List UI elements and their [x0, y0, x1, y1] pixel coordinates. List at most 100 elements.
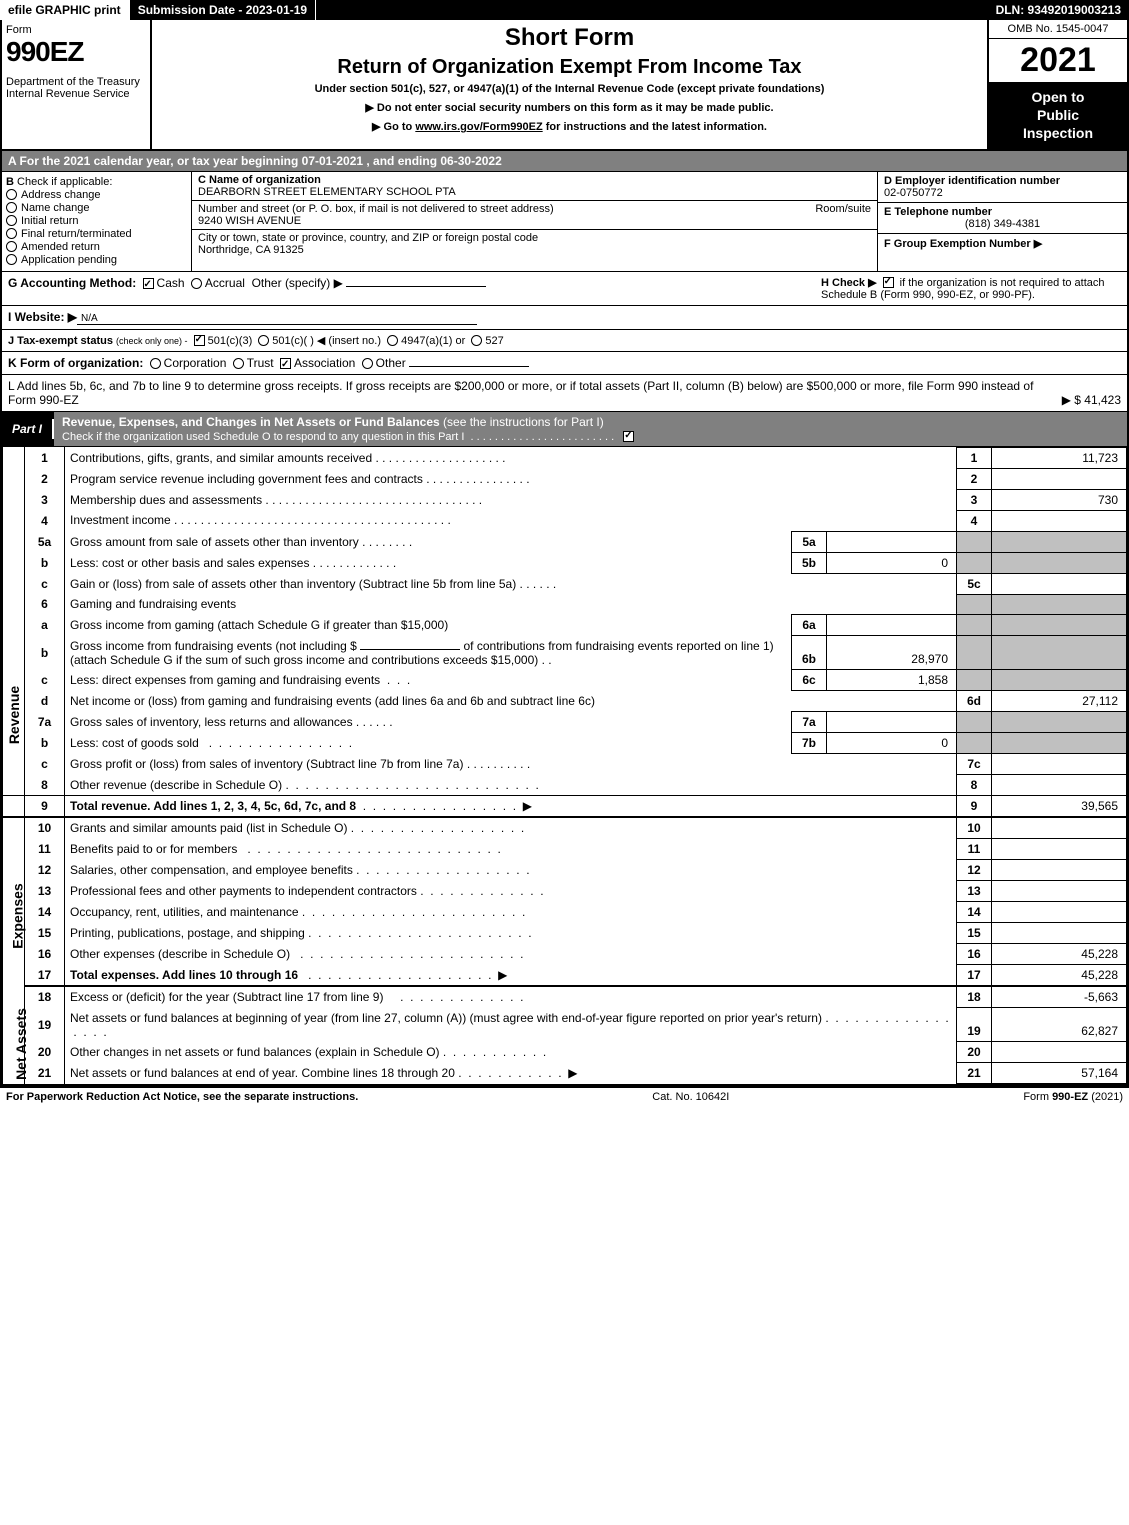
box-def: D Employer identification number 02-0750… [877, 172, 1127, 271]
lbl-address-change: Address change [21, 189, 101, 201]
line-a: A For the 2021 calendar year, or tax yea… [2, 151, 1127, 172]
chk-trust[interactable] [233, 358, 244, 369]
website-value: N/A [77, 313, 477, 325]
l5a-grey [957, 531, 992, 552]
l9-rn: 9 [957, 796, 992, 818]
chk-application-pending[interactable] [6, 254, 17, 265]
l13-desc: Professional fees and other payments to … [70, 884, 417, 898]
l7b-sn: 7b [792, 733, 827, 754]
l21-desc: Net assets or fund balances at end of ye… [70, 1066, 455, 1080]
part-1-title: Revenue, Expenses, and Changes in Net As… [62, 415, 440, 429]
chk-accrual[interactable] [191, 278, 202, 289]
l7a-grey [957, 712, 992, 733]
revenue-label: Revenue [6, 686, 22, 744]
l6-grey [957, 594, 992, 615]
chk-address-change[interactable] [6, 189, 17, 200]
chk-other-org[interactable] [362, 358, 373, 369]
f-label: F Group Exemption Number ▶ [884, 238, 1042, 250]
chk-501c3[interactable] [194, 335, 205, 346]
l6d-num: d [25, 691, 65, 712]
inspect-1: Open to [1032, 89, 1085, 105]
irs-link[interactable]: www.irs.gov/Form990EZ [415, 121, 542, 133]
l5b-samt: 0 [827, 552, 957, 573]
l6c-desc: Less: direct expenses from gaming and fu… [70, 673, 380, 687]
ssn-note: ▶ Do not enter social security numbers o… [160, 101, 979, 114]
chk-corporation[interactable] [150, 358, 161, 369]
l6d-desc: Net income or (loss) from gaming and fun… [70, 694, 595, 708]
l1-desc: Contributions, gifts, grants, and simila… [70, 451, 372, 465]
l6a-samt [827, 615, 957, 636]
l17-desc: Total expenses. Add lines 10 through 16 [70, 968, 298, 982]
l6a-sn: 6a [792, 615, 827, 636]
inspect-3: Inspection [1023, 125, 1093, 141]
lbl-cash: Cash [157, 276, 185, 290]
l7c-amt [992, 754, 1127, 775]
l6b-sn: 6b [792, 636, 827, 670]
l8-amt [992, 775, 1127, 796]
lbl-corp: Corporation [164, 356, 227, 370]
chk-4947[interactable] [387, 335, 398, 346]
l19-rn: 19 [957, 1008, 992, 1042]
l7b-samt: 0 [827, 733, 957, 754]
e-label: E Telephone number [884, 206, 992, 218]
l14-desc: Occupancy, rent, utilities, and maintena… [70, 905, 299, 919]
lbl-trust: Trust [247, 356, 274, 370]
chk-cash[interactable] [143, 278, 154, 289]
block-bcdef: B Check if applicable: Address change Na… [2, 172, 1127, 272]
l18-num: 18 [25, 986, 65, 1008]
form-word: Form [6, 24, 146, 36]
l19-amt: 62,827 [992, 1008, 1127, 1042]
l19-desc: Net assets or fund balances at beginning… [70, 1011, 822, 1025]
l17-amt: 45,228 [992, 965, 1127, 987]
b-letter: B [6, 176, 14, 188]
chk-schedule-b[interactable] [883, 277, 894, 288]
j-note: (check only one) - [116, 336, 188, 346]
efile-label: efile GRAPHIC print [0, 0, 130, 20]
l6b-grey [957, 636, 992, 670]
name-label: Name of organization [209, 174, 321, 186]
l13-num: 13 [25, 881, 65, 902]
chk-association[interactable] [280, 358, 291, 369]
l5a-desc: Gross amount from sale of assets other t… [70, 535, 359, 549]
l5b-desc: Less: cost or other basis and sales expe… [70, 556, 309, 570]
chk-amended-return[interactable] [6, 241, 17, 252]
chk-final-return[interactable] [6, 228, 17, 239]
l5a-samt [827, 531, 957, 552]
line-i: I Website: ▶N/A [2, 306, 1127, 330]
l6d-rn: 6d [957, 691, 992, 712]
l5a-num: 5a [25, 531, 65, 552]
chk-schedule-o[interactable] [623, 431, 634, 442]
city-value: Northridge, CA 91325 [198, 244, 304, 256]
l14-amt [992, 902, 1127, 923]
l5b-num: b [25, 552, 65, 573]
goto-pre: ▶ Go to [372, 121, 415, 133]
form-body: Form 990EZ Department of the Treasury In… [0, 20, 1129, 1086]
other-org-line [409, 366, 529, 367]
expenses-label: Expenses [10, 883, 26, 948]
l11-rn: 11 [957, 839, 992, 860]
l6a-grey-amt [992, 615, 1127, 636]
box-e: E Telephone number (818) 349-4381 [878, 203, 1127, 234]
l21-amt: 57,164 [992, 1063, 1127, 1084]
part-1-header: Part I Revenue, Expenses, and Changes in… [2, 412, 1127, 447]
part-1-title-note: (see the instructions for Part I) [443, 415, 604, 429]
footer-mid: Cat. No. 10642I [652, 1091, 729, 1103]
c-letter: C [198, 174, 206, 186]
l10-num: 10 [25, 817, 65, 839]
l6c-grey [957, 670, 992, 691]
l7a-num: 7a [25, 712, 65, 733]
l7b-grey [957, 733, 992, 754]
l15-rn: 15 [957, 923, 992, 944]
chk-name-change[interactable] [6, 202, 17, 213]
b-heading: Check if applicable: [17, 176, 112, 188]
l6a-desc: Gross income from gaming (attach Schedul… [70, 618, 448, 632]
l16-num: 16 [25, 944, 65, 965]
chk-501c[interactable] [258, 335, 269, 346]
l10-desc: Grants and similar amounts paid (list in… [70, 821, 347, 835]
l20-rn: 20 [957, 1042, 992, 1063]
city-row: City or town, state or province, country… [192, 230, 877, 258]
chk-initial-return[interactable] [6, 215, 17, 226]
chk-527[interactable] [471, 335, 482, 346]
l5b-grey-amt [992, 552, 1127, 573]
l6d-amt: 27,112 [992, 691, 1127, 712]
